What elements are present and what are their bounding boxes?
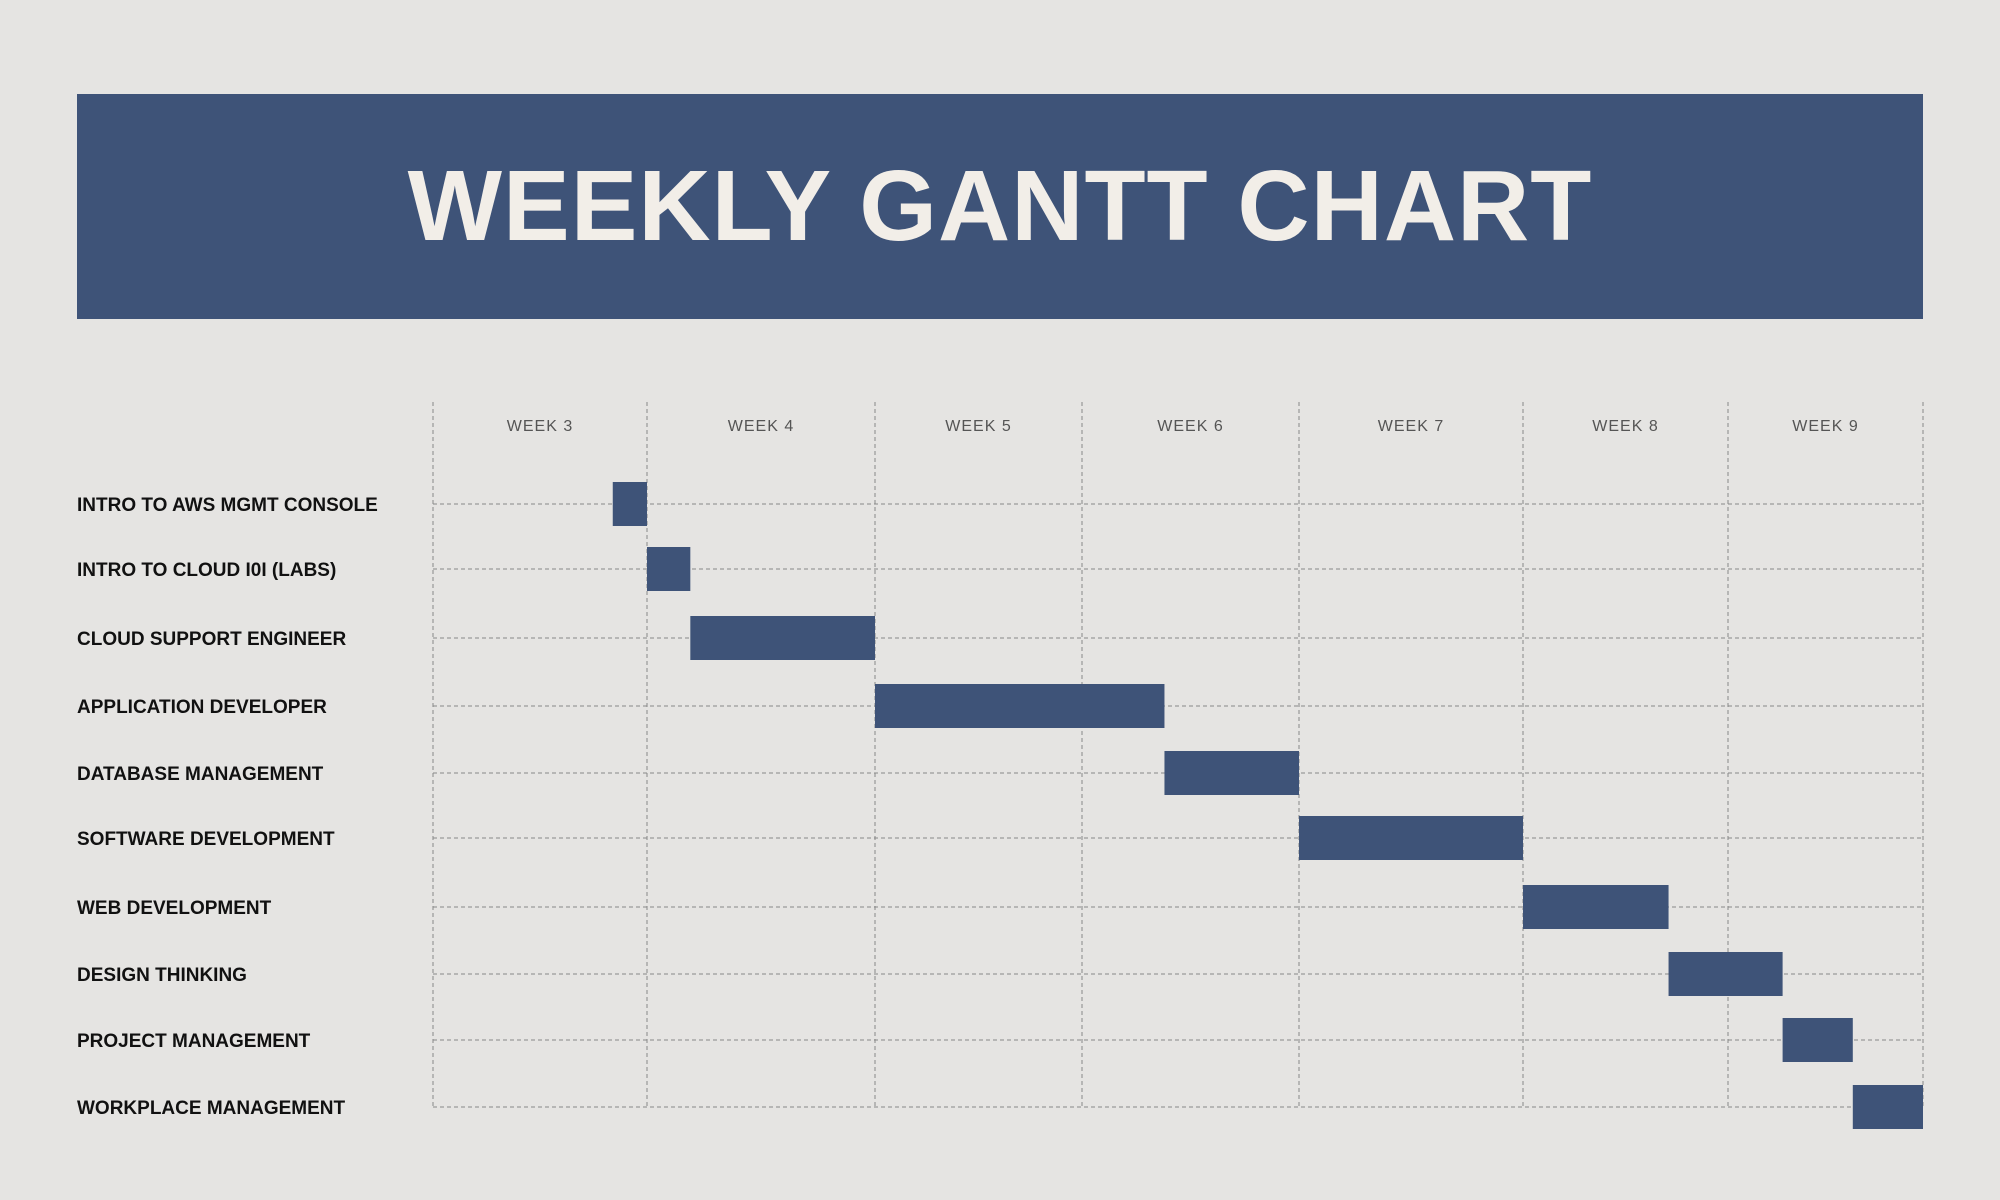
x-tick-label: WEEK 3 [507, 418, 573, 435]
x-tick-label: WEEK 8 [1592, 418, 1658, 435]
task-bar [1782, 1018, 1853, 1062]
title-banner: WEEKLY GANTT CHART [77, 94, 1923, 319]
task-bar [1523, 885, 1669, 929]
task-bar [1164, 751, 1299, 795]
task-label: APPLICATION DEVELOPER [77, 697, 327, 718]
task-label: DESIGN THINKING [77, 965, 247, 986]
task-bar [690, 616, 875, 660]
task-label: WORKPLACE MANAGEMENT [77, 1098, 345, 1119]
task-label: DATABASE MANAGEMENT [77, 764, 324, 785]
task-label: INTRO TO AWS MGMT CONSOLE [77, 495, 378, 516]
task-label: PROJECT MANAGEMENT [77, 1031, 311, 1052]
task-label: INTRO TO CLOUD I0I (LABS) [77, 560, 336, 581]
page-title: WEEKLY GANTT CHART [407, 150, 1593, 262]
task-label: CLOUD SUPPORT ENGINEER [77, 629, 346, 650]
task-bar [1668, 952, 1783, 996]
x-tick-label: WEEK 7 [1378, 418, 1444, 435]
task-bar [612, 482, 647, 526]
x-tick-label: WEEK 5 [945, 418, 1011, 435]
task-label: SOFTWARE DEVELOPMENT [77, 829, 335, 850]
task-bar [1852, 1085, 1923, 1129]
x-tick-label: WEEK 9 [1792, 418, 1858, 435]
x-tick-label: WEEK 4 [728, 418, 794, 435]
x-tick-label: WEEK 6 [1157, 418, 1223, 435]
task-label: WEB DEVELOPMENT [77, 898, 272, 919]
task-bar [875, 684, 1165, 728]
task-bar [1299, 816, 1523, 860]
task-bar [647, 547, 691, 591]
